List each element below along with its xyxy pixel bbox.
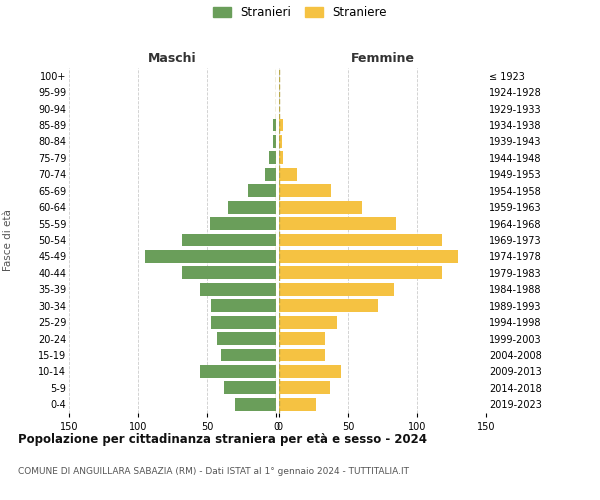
Bar (279, 250, 458, 263)
Bar (211, 316, 276, 328)
Title: Femmine: Femmine (350, 52, 415, 65)
Text: COMUNE DI ANGUILLARA SABAZIA (RM) - Dati ISTAT al 1° gennaio 2024 - TUTTITALIA.I: COMUNE DI ANGUILLARA SABAZIA (RM) - Dati… (18, 468, 409, 476)
Bar (279, 365, 341, 378)
Bar (279, 332, 325, 345)
Bar (279, 168, 297, 180)
Bar (211, 300, 276, 312)
Bar (221, 348, 276, 362)
Bar (182, 266, 276, 280)
Bar (279, 382, 330, 394)
Bar (224, 382, 276, 394)
Bar (235, 398, 276, 410)
Bar (279, 234, 442, 246)
Bar (228, 200, 276, 213)
Bar (145, 250, 276, 263)
Bar (279, 217, 397, 230)
Text: Anni di nascita: Anni di nascita (597, 202, 600, 278)
Bar (265, 168, 276, 180)
Bar (279, 266, 442, 280)
Bar (279, 135, 282, 148)
Bar (248, 184, 276, 197)
Bar (269, 152, 276, 164)
Text: Popolazione per cittadinanza straniera per età e sesso - 2024: Popolazione per cittadinanza straniera p… (18, 432, 427, 446)
Legend: Stranieri, Straniere: Stranieri, Straniere (213, 6, 387, 19)
Bar (279, 118, 283, 132)
Bar (279, 152, 283, 164)
Bar (210, 217, 276, 230)
Text: Fasce di età: Fasce di età (3, 209, 13, 271)
Title: Maschi: Maschi (148, 52, 197, 65)
Bar (279, 300, 379, 312)
Bar (279, 398, 316, 410)
Bar (273, 118, 276, 132)
Bar (279, 200, 362, 213)
Bar (279, 184, 331, 197)
Bar (279, 348, 325, 362)
Bar (200, 365, 276, 378)
Bar (279, 316, 337, 328)
Bar (273, 135, 276, 148)
Bar (279, 283, 394, 296)
Bar (217, 332, 276, 345)
Bar (200, 283, 276, 296)
Bar (182, 234, 276, 246)
